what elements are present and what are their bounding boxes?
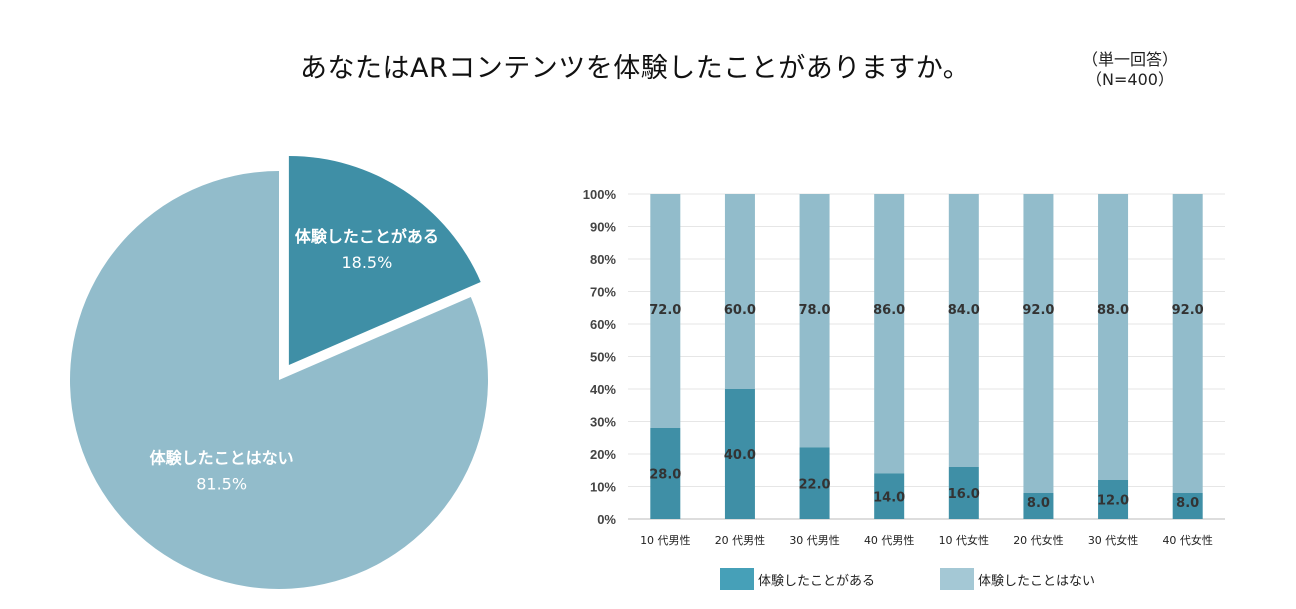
x-tick-label: 40 代女性 xyxy=(1162,533,1213,547)
data-label-experienced: 16.0 xyxy=(948,487,980,502)
data-label-not-experienced: 84.0 xyxy=(948,303,980,318)
bar-segment-not-experienced xyxy=(874,194,905,474)
y-tick-label: 30% xyxy=(590,415,616,430)
bar-segment-experienced xyxy=(799,447,830,519)
bar-segment-experienced xyxy=(724,389,755,519)
pie-slice-not-experienced xyxy=(70,171,489,589)
x-tick-label: 30 代女性 xyxy=(1088,533,1139,547)
data-label-experienced: 8.0 xyxy=(1027,496,1050,511)
data-label-experienced: 40.0 xyxy=(724,448,756,463)
y-tick-label: 10% xyxy=(590,480,616,495)
response-note: （単一回答） （N=400） xyxy=(1060,50,1200,90)
x-tick-label: 30 代男性 xyxy=(789,533,840,547)
data-label-not-experienced: 72.0 xyxy=(649,303,681,318)
y-tick-label: 100% xyxy=(583,187,617,202)
bar-segment-not-experienced xyxy=(1098,194,1129,480)
legend-label-not-experienced: 体験したことはない xyxy=(978,573,1096,589)
y-tick-label: 90% xyxy=(590,220,616,235)
y-tick-label: 50% xyxy=(590,350,616,365)
pie-slice-experienced xyxy=(288,155,481,365)
x-tick-label: 20 代男性 xyxy=(715,533,766,547)
sample-size-note: （N=400） xyxy=(1086,70,1174,89)
bar-segment-not-experienced xyxy=(650,194,681,428)
bar-segment-experienced xyxy=(1172,493,1203,519)
data-label-experienced: 22.0 xyxy=(799,477,831,492)
pie-value-not-experienced: 81.5% xyxy=(196,474,247,493)
y-tick-label: 20% xyxy=(590,447,616,462)
bar-segment-experienced xyxy=(1023,493,1054,519)
bar-segment-experienced xyxy=(650,428,681,519)
y-tick-label: 0% xyxy=(597,512,616,527)
data-label-not-experienced: 88.0 xyxy=(1097,303,1129,318)
x-tick-label: 40 代男性 xyxy=(864,533,915,547)
data-label-not-experienced: 92.0 xyxy=(1022,303,1054,318)
x-tick-label: 10 代女性 xyxy=(939,533,990,547)
pie-chart: 体験したことがある 18.5% 体験したことはない 81.5% xyxy=(70,155,489,589)
data-label-experienced: 12.0 xyxy=(1097,494,1129,509)
y-tick-label: 80% xyxy=(590,252,616,267)
y-tick-label: 40% xyxy=(590,382,616,397)
data-label-experienced: 8.0 xyxy=(1176,496,1199,511)
pie-label-not-experienced: 体験したことはない xyxy=(150,448,294,467)
data-label-not-experienced: 60.0 xyxy=(724,303,756,318)
bar-segment-not-experienced xyxy=(724,194,755,389)
legend-label-experienced: 体験したことがある xyxy=(758,573,876,589)
legend-swatch-experienced xyxy=(720,568,754,590)
y-tick-label: 60% xyxy=(590,317,616,332)
bar-segment-not-experienced xyxy=(948,194,979,467)
data-label-experienced: 14.0 xyxy=(873,490,905,505)
pie-label-experienced: 体験したことがある xyxy=(295,227,439,246)
x-tick-label: 10 代男性 xyxy=(640,533,691,547)
bar-segment-not-experienced xyxy=(799,194,830,448)
data-label-not-experienced: 92.0 xyxy=(1172,303,1204,318)
y-tick-label: 70% xyxy=(590,285,616,300)
chart-title: あなたはARコンテンツを体験したことがありますか。 xyxy=(300,53,971,84)
pie-value-experienced: 18.5% xyxy=(341,253,392,272)
bar-segment-not-experienced xyxy=(1023,194,1054,493)
data-label-experienced: 28.0 xyxy=(649,468,681,483)
data-label-not-experienced: 86.0 xyxy=(873,303,905,318)
x-tick-label: 20 代女性 xyxy=(1013,533,1064,547)
bar-segment-experienced xyxy=(1098,480,1129,519)
legend-swatch-not-experienced xyxy=(940,568,974,590)
legend-item-not-experienced: 体験したことはない xyxy=(940,568,1095,590)
bar-segment-not-experienced xyxy=(1172,194,1203,493)
stacked-bar-chart: 0% 10% 20% 30% 40% 50% 60% 70% 80% 90% 100% 28.0 72.… xyxy=(583,187,1225,547)
legend-item-experienced: 体験したことがある xyxy=(720,568,875,590)
answer-type-note: （単一回答） xyxy=(1081,50,1178,69)
bar-segment-experienced xyxy=(874,473,905,519)
data-label-not-experienced: 78.0 xyxy=(799,303,831,318)
bar-segment-experienced xyxy=(948,467,979,519)
